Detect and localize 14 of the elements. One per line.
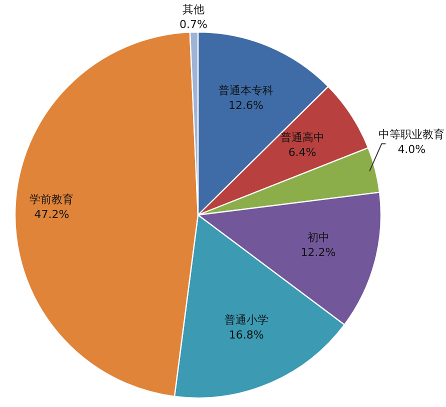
slice-label: 普通高中 xyxy=(280,131,324,144)
slice-label: 普通本专科 xyxy=(218,84,274,98)
data-label: 12.2% xyxy=(300,246,336,259)
slice-label: 初中 xyxy=(307,230,330,244)
data-label: 4.0% xyxy=(398,142,426,156)
data-label: 0.7% xyxy=(180,18,208,31)
slice-label: 中等职业教育 xyxy=(378,128,445,141)
data-label: 6.4% xyxy=(288,146,316,160)
data-label: 12.6% xyxy=(228,99,264,112)
slice-label: 普通小学 xyxy=(224,314,268,327)
slice-label: 其他 xyxy=(182,3,204,16)
slice-label: 学前教育 xyxy=(30,192,74,206)
data-label: 47.2% xyxy=(34,208,70,221)
data-label: 16.8% xyxy=(228,328,264,342)
